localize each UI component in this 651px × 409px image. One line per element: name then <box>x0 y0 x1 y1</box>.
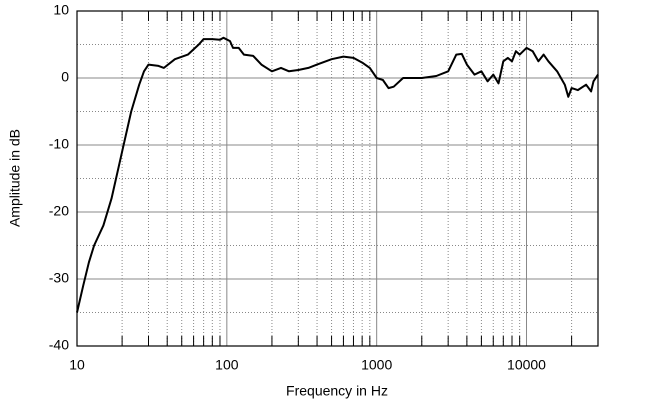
x-tick-label: 10 <box>69 357 85 373</box>
y-tick-label: -30 <box>49 270 69 286</box>
x-tick-label: 100 <box>215 357 239 373</box>
plot-frame <box>76 10 599 347</box>
x-tick-label: 10000 <box>507 357 546 373</box>
y-tick-label: -20 <box>49 203 69 219</box>
x-axis-label: Frequency in Hz <box>286 383 388 399</box>
response-line <box>76 36 599 313</box>
x-tick-label: 1000 <box>361 357 392 373</box>
y-tick-label: -40 <box>49 337 69 353</box>
y-axis-label: Amplitude in dB <box>7 129 23 227</box>
y-tick-label: 10 <box>53 2 69 18</box>
y-tick-label: 0 <box>61 69 69 85</box>
y-tick-label: -10 <box>49 136 69 152</box>
